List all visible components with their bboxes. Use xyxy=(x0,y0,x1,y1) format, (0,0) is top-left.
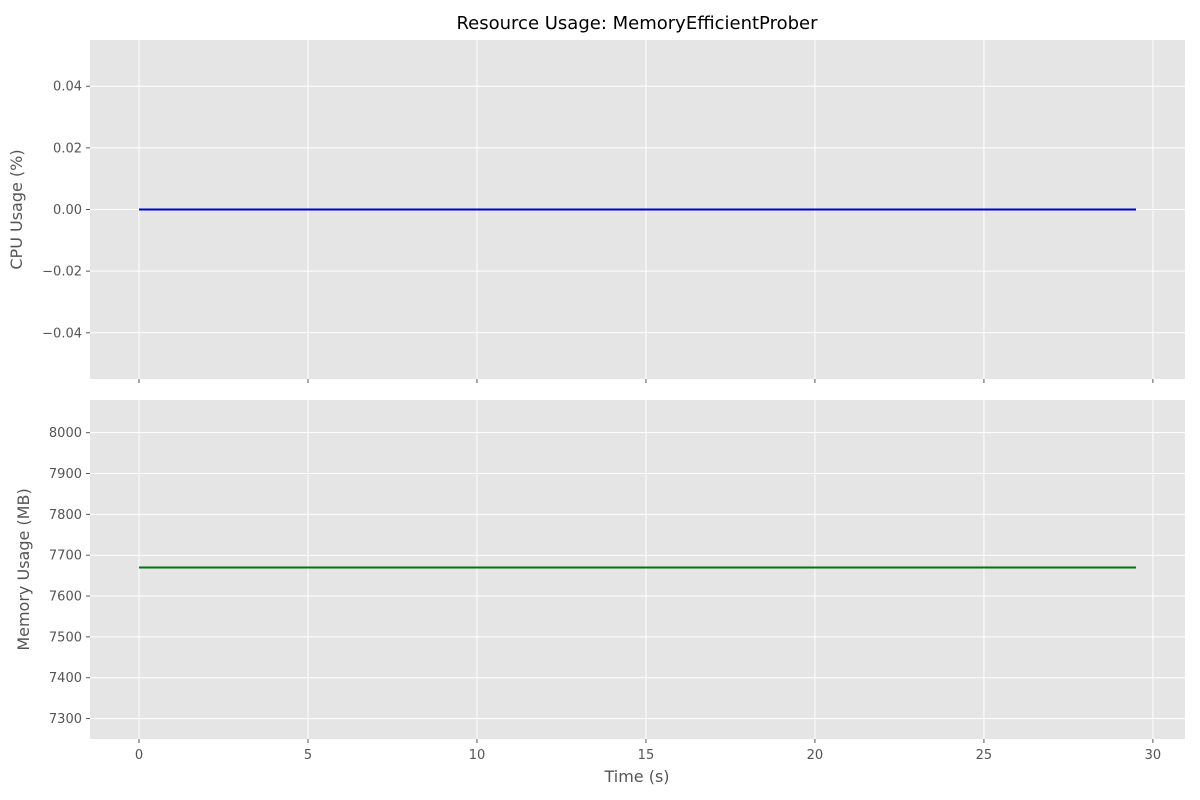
x-tick-label: 5 xyxy=(304,748,312,763)
y-tick-label: −0.02 xyxy=(42,265,82,280)
plot-background xyxy=(90,400,1185,739)
y-tick-label: 7800 xyxy=(49,508,82,523)
x-axis-label: Time (s) xyxy=(603,767,669,786)
y-tick-label: 7500 xyxy=(49,630,82,645)
y-tick-label: 7300 xyxy=(49,712,82,727)
y-tick-label: 0.02 xyxy=(53,141,82,156)
y-tick-label: −0.04 xyxy=(42,326,82,341)
chart-panel-0: −0.04 −0.02 0.00 0.02 0.04 CPU Usage (%) xyxy=(7,40,1185,383)
y-axis-label: Memory Usage (MB) xyxy=(14,488,33,650)
chart-panel-1: 0 5 10 15 20 25 30 7300 7400 7500 7600 7700 7800 7900… xyxy=(14,400,1185,763)
y-tick-label: 7700 xyxy=(49,549,82,564)
y-tick-label: 0.04 xyxy=(53,80,82,95)
x-tick-label: 0 xyxy=(135,748,143,763)
chart-title: Resource Usage: MemoryEfficientProber xyxy=(456,13,818,34)
y-tick-label: 8000 xyxy=(49,426,82,441)
y-tick-label: 0.00 xyxy=(53,203,82,218)
x-tick-label: 25 xyxy=(976,748,993,763)
y-tick-label: 7600 xyxy=(49,590,82,605)
x-tick-label: 15 xyxy=(638,748,655,763)
y-tick-label: 7400 xyxy=(49,671,82,686)
x-tick-label: 30 xyxy=(1145,748,1162,763)
y-tick-label: 7900 xyxy=(49,467,82,482)
x-tick-label: 10 xyxy=(469,748,486,763)
y-axis-label: CPU Usage (%) xyxy=(7,149,26,269)
panels-layer: −0.04 −0.02 0.00 0.02 0.04 CPU Usage (%) 0 5 10 1… xyxy=(7,40,1185,763)
x-tick-label: 20 xyxy=(807,748,824,763)
